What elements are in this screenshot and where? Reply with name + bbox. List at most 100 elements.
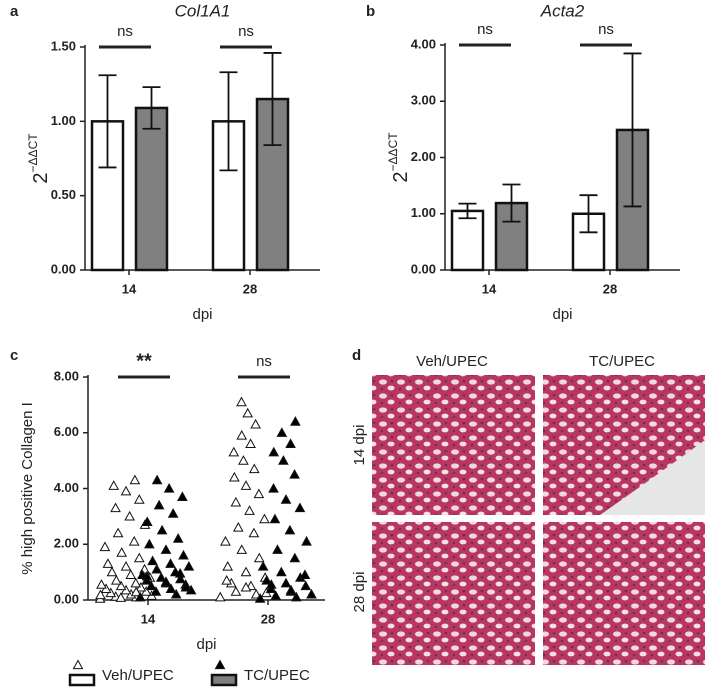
point xyxy=(129,474,141,485)
point xyxy=(125,569,137,580)
point xyxy=(156,524,168,535)
point xyxy=(160,544,172,554)
point xyxy=(248,463,260,474)
point xyxy=(276,427,288,437)
error-bar xyxy=(458,202,477,220)
point xyxy=(261,574,273,585)
point xyxy=(300,580,312,591)
point xyxy=(290,416,301,426)
point xyxy=(112,527,124,538)
point xyxy=(220,535,231,546)
point xyxy=(250,418,261,429)
point xyxy=(299,569,311,580)
y-axis-label: % high positive Collagen I xyxy=(19,402,36,575)
point xyxy=(236,396,247,407)
legend-swatch xyxy=(210,673,238,687)
point xyxy=(151,563,163,574)
point xyxy=(141,570,153,581)
column-header: Veh/UPEC xyxy=(416,353,488,370)
error-bar xyxy=(623,52,642,208)
panel-label: c xyxy=(10,347,18,364)
y-tick-label: 0.50 xyxy=(51,187,76,202)
point xyxy=(278,455,289,465)
significance-label: ** xyxy=(136,350,152,372)
significance-label: ns xyxy=(477,21,493,38)
point xyxy=(230,496,242,507)
x-tick-label: 28 xyxy=(261,611,275,626)
significance-label: ns xyxy=(598,21,614,38)
x-tick-label: 28 xyxy=(603,281,617,296)
point xyxy=(232,521,244,532)
point xyxy=(236,430,248,440)
error-bar xyxy=(263,52,282,147)
point xyxy=(257,561,269,571)
point xyxy=(294,502,306,513)
point xyxy=(268,482,279,493)
point xyxy=(284,524,296,535)
point xyxy=(134,591,146,602)
point xyxy=(170,588,182,599)
point xyxy=(141,516,153,527)
point xyxy=(96,579,107,589)
y-axis-label: 2−ΔΔCT xyxy=(26,133,52,184)
point xyxy=(272,544,283,554)
x-tick-label: 14 xyxy=(141,611,156,626)
point xyxy=(144,538,155,549)
point xyxy=(275,566,287,577)
y-tick-label: 4.00 xyxy=(411,36,436,51)
y-tick-label: 1.50 xyxy=(51,38,76,53)
point xyxy=(120,561,132,571)
point xyxy=(242,407,254,418)
point xyxy=(133,552,145,563)
chart-title: Acta2 xyxy=(540,1,585,20)
point xyxy=(269,513,281,524)
point xyxy=(240,581,252,592)
row-header: 28 dpi xyxy=(351,572,368,613)
point xyxy=(180,581,192,592)
significance-label: ns xyxy=(238,23,254,40)
error-bar xyxy=(579,194,598,234)
point xyxy=(306,588,317,599)
point xyxy=(115,580,127,591)
y-axis-label-base: % high positive Collagen I xyxy=(19,402,36,575)
micrograph xyxy=(543,522,705,665)
y-axis-label-sup: −ΔΔCT xyxy=(386,132,400,172)
y-tick-label: 6.00 xyxy=(54,424,79,439)
point xyxy=(174,567,186,578)
point xyxy=(250,588,262,599)
x-tick-label: 14 xyxy=(482,281,497,296)
point xyxy=(110,574,122,585)
point xyxy=(151,474,163,485)
point xyxy=(289,552,301,563)
y-axis-label-sup: −ΔΔCT xyxy=(26,133,40,173)
point xyxy=(280,577,292,588)
point xyxy=(172,533,184,543)
y-axis-label-base: 2 xyxy=(390,171,412,182)
point xyxy=(115,592,127,602)
point xyxy=(108,480,120,490)
point xyxy=(116,547,128,557)
bar xyxy=(450,209,485,272)
point xyxy=(130,586,142,597)
y-axis-label-base: 2 xyxy=(30,172,52,183)
point xyxy=(265,579,277,589)
point xyxy=(253,552,265,563)
point xyxy=(254,593,266,603)
x-axis-label: dpi xyxy=(196,636,216,653)
point xyxy=(130,577,142,588)
point xyxy=(248,527,260,538)
y-tick-label: 2.00 xyxy=(411,149,436,164)
legend-marker xyxy=(72,659,84,670)
point xyxy=(285,438,296,448)
y-tick-label: 0.00 xyxy=(54,591,79,606)
point xyxy=(236,544,248,554)
error-bar xyxy=(98,74,117,169)
point xyxy=(240,480,252,490)
point xyxy=(95,589,106,600)
legend-swatch xyxy=(68,673,96,687)
error-bar xyxy=(502,183,521,223)
panel-label: a xyxy=(10,3,19,20)
y-axis-label: 2−ΔΔCT xyxy=(386,132,412,183)
point xyxy=(165,558,176,568)
